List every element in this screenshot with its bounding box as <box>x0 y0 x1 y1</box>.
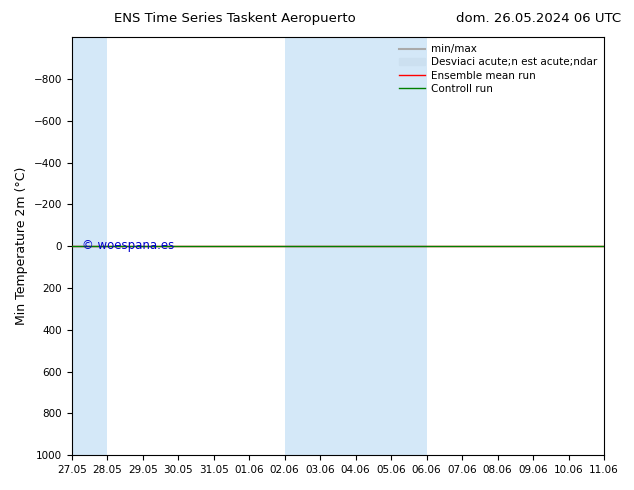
Text: © woespana.es: © woespana.es <box>82 239 174 252</box>
Text: ENS Time Series Taskent Aeropuerto: ENS Time Series Taskent Aeropuerto <box>114 12 356 25</box>
Bar <box>72 37 107 455</box>
Legend: min/max, Desviaci acute;n est acute;ndar, Ensemble mean run, Controll run: min/max, Desviaci acute;n est acute;ndar… <box>395 40 601 98</box>
Bar <box>356 37 427 455</box>
Bar <box>285 37 356 455</box>
Y-axis label: Min Temperature 2m (°C): Min Temperature 2m (°C) <box>15 167 28 325</box>
Text: dom. 26.05.2024 06 UTC: dom. 26.05.2024 06 UTC <box>456 12 621 25</box>
